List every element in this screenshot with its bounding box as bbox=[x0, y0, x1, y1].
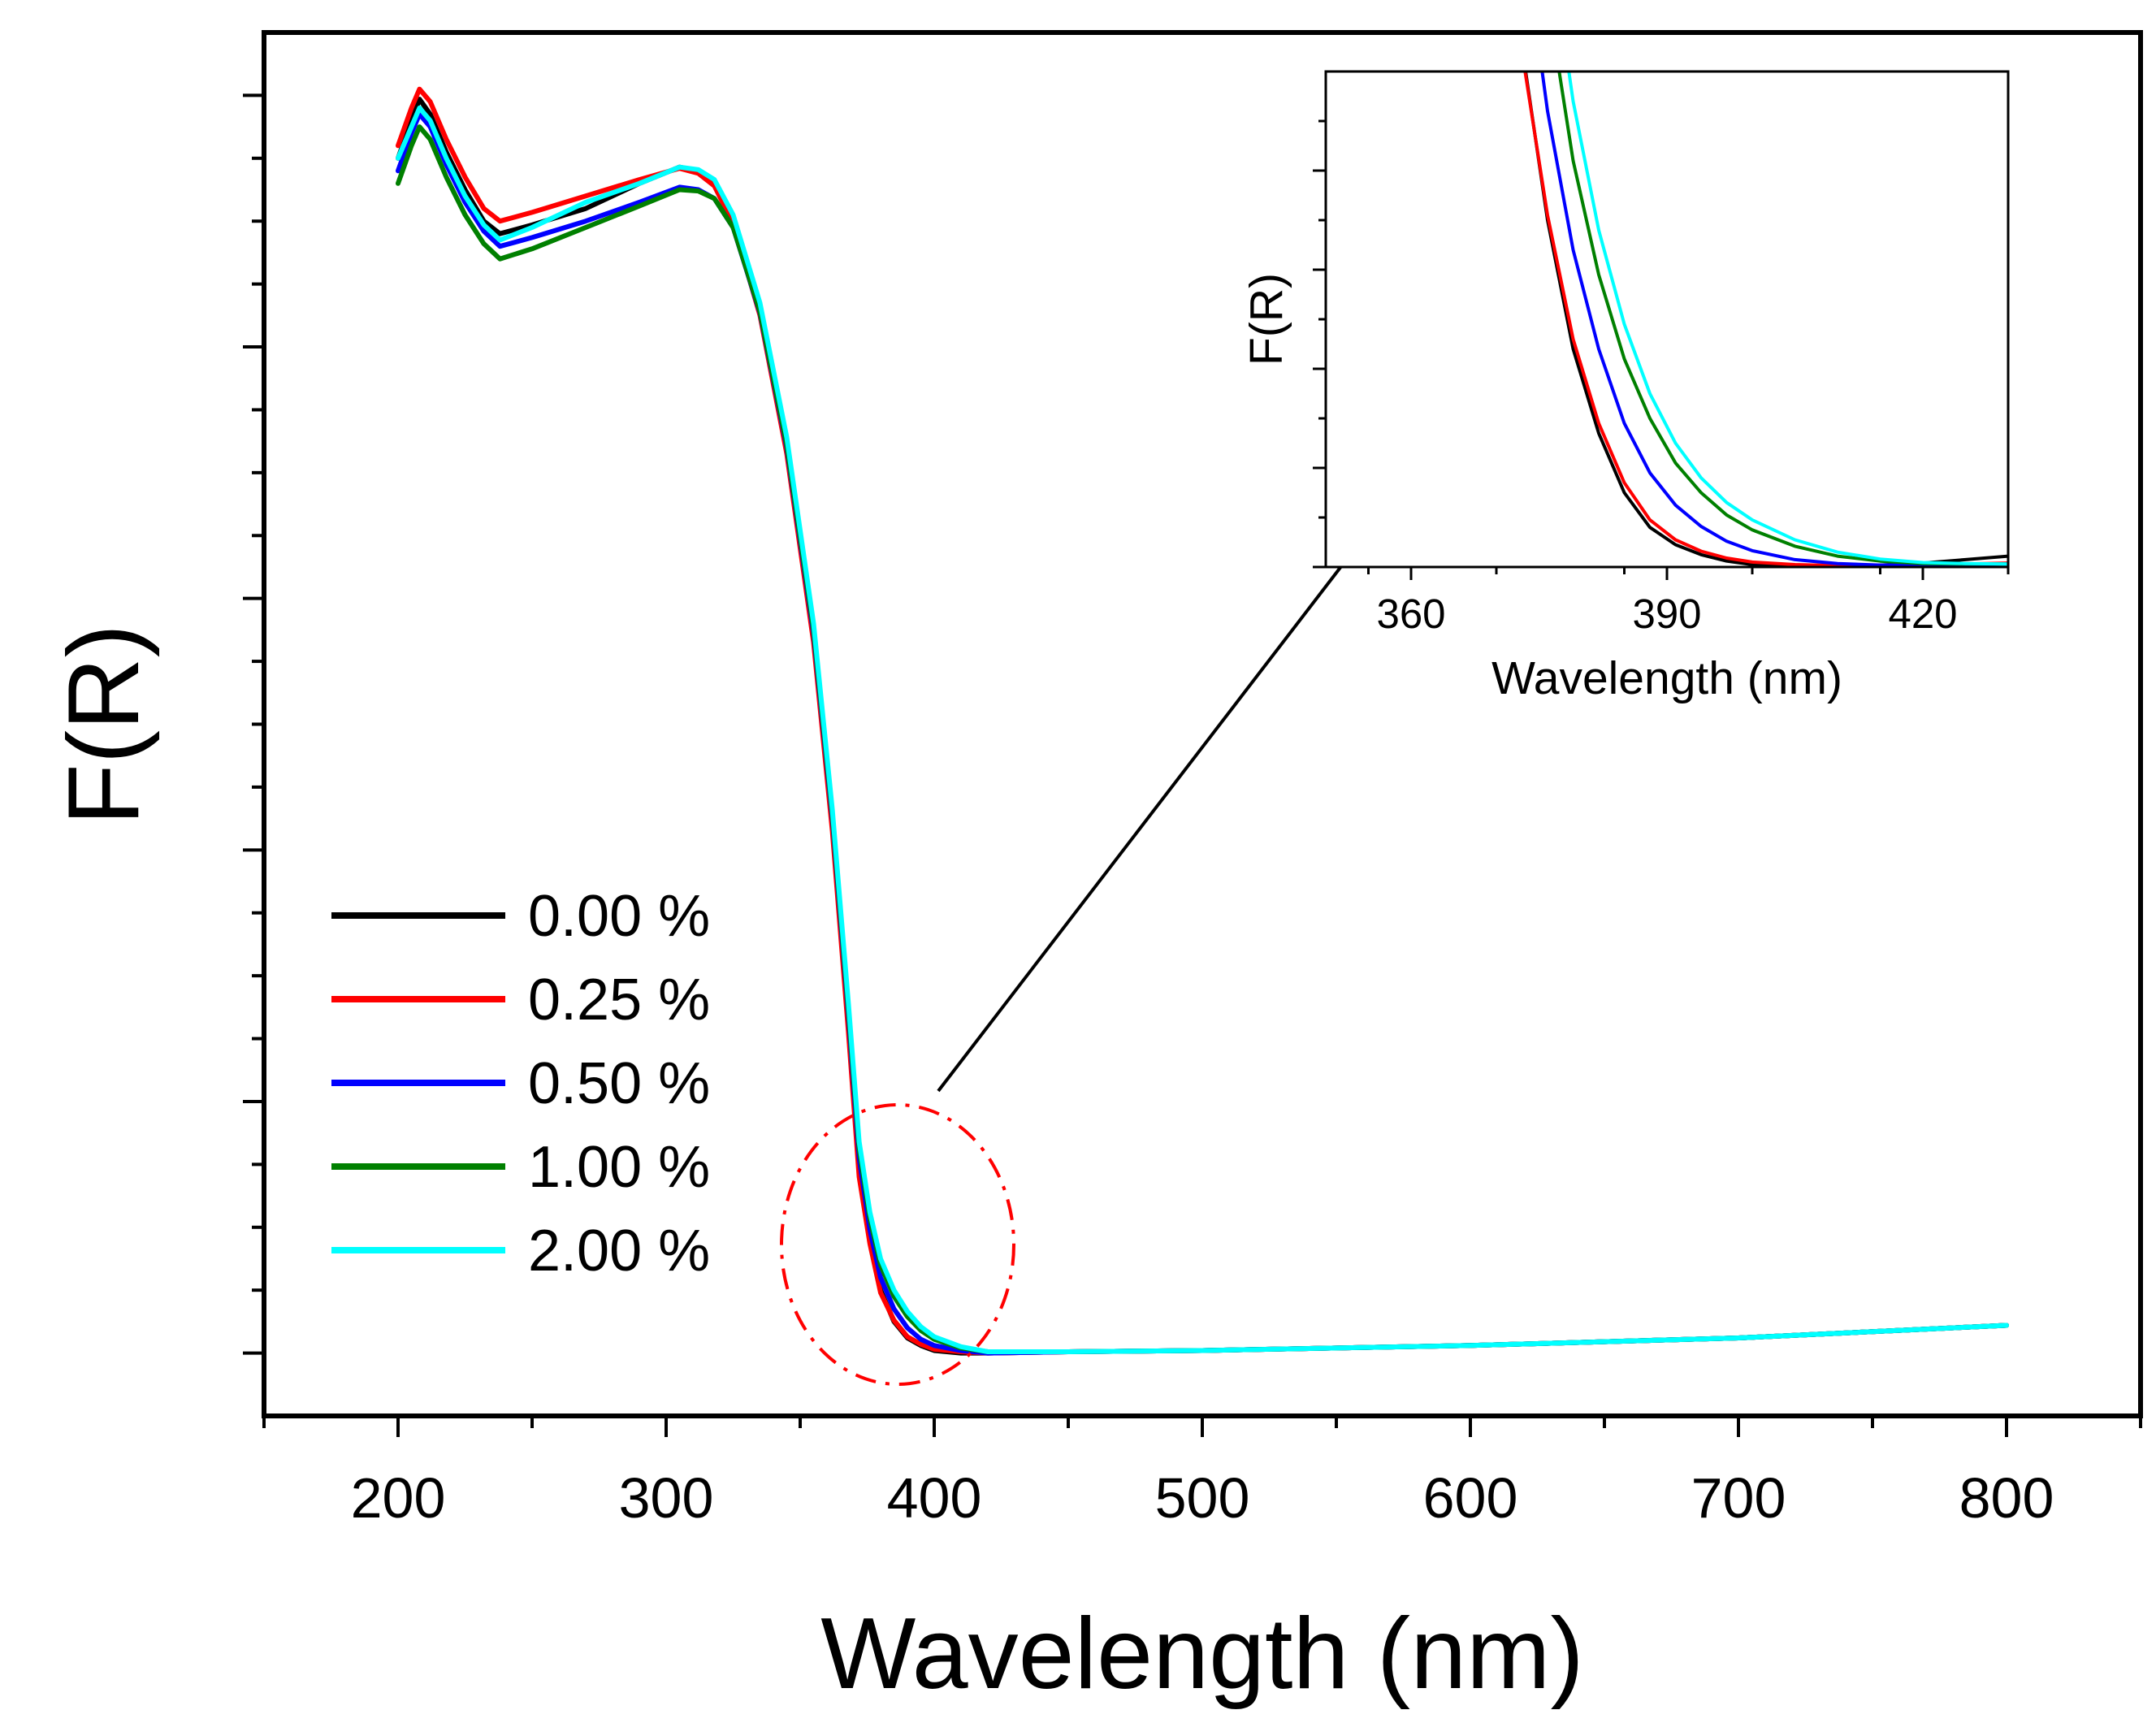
legend-label: 2.00 % bbox=[528, 1219, 710, 1284]
main-x-tick-label: 500 bbox=[1155, 1466, 1250, 1530]
inset-x-axis-label: Wavelength (nm) bbox=[1491, 652, 1842, 704]
inset-x-tick-label: 420 bbox=[1888, 591, 1957, 637]
main-x-tick-label: 400 bbox=[887, 1466, 982, 1530]
inset-series-line-3 bbox=[1557, 71, 2008, 566]
inset-y-axis-label: F(R) bbox=[1240, 273, 1292, 366]
legend-label: 0.00 % bbox=[528, 884, 710, 949]
main-x-axis-label: Wavelength (nm) bbox=[820, 1598, 1584, 1710]
inset-x-tick-labels: 360 390 420 bbox=[1376, 591, 1957, 637]
legend: 0.00 % 0.25 % 0.50 % 1.00 % 2.00 % bbox=[331, 884, 710, 1284]
main-x-tick-label: 700 bbox=[1691, 1466, 1786, 1530]
main-x-tick-label: 200 bbox=[351, 1466, 446, 1530]
legend-label: 0.50 % bbox=[528, 1051, 710, 1116]
main-x-tick-labels: 200 300 400 500 600 700 800 bbox=[351, 1466, 2054, 1530]
main-x-tick-label: 300 bbox=[619, 1466, 714, 1530]
legend-label: 0.25 % bbox=[528, 968, 710, 1033]
inset-pointer-arrow bbox=[937, 483, 1405, 1093]
inset-x-tick-label: 390 bbox=[1632, 591, 1701, 637]
inset-series-line-2 bbox=[1540, 71, 2008, 567]
main-y-axis-label: F(R) bbox=[48, 624, 160, 825]
main-x-tick-label: 600 bbox=[1423, 1466, 1518, 1530]
legend-label: 1.00 % bbox=[528, 1135, 710, 1200]
main-series-line-4 bbox=[396, 105, 2009, 1354]
inset-x-tick-label: 360 bbox=[1376, 591, 1445, 637]
highlight-ellipse bbox=[780, 1103, 1015, 1386]
main-x-tick-label: 800 bbox=[1959, 1466, 2054, 1530]
main-ticks bbox=[243, 93, 2142, 1437]
inset-series-line-4 bbox=[1567, 71, 2008, 566]
main-series bbox=[396, 86, 2009, 1356]
inset-ticks bbox=[1313, 119, 2010, 580]
inset-series bbox=[1523, 71, 2008, 567]
inset-plot-background bbox=[1326, 71, 2008, 567]
